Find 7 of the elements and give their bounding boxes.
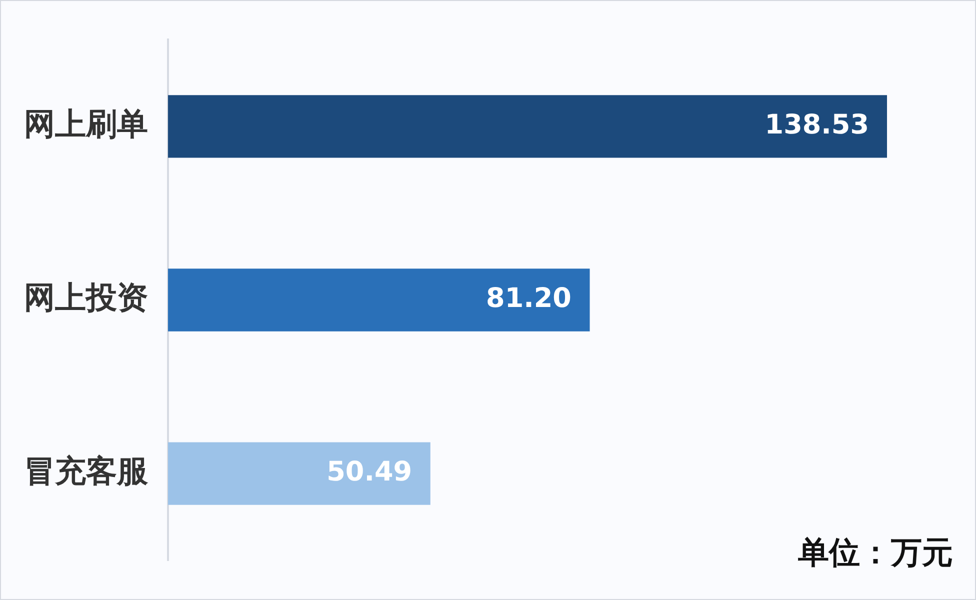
- data-label: 138.53: [764, 109, 869, 140]
- data-label: 81.20: [486, 283, 572, 314]
- y-tick-label: 网上投资: [24, 280, 148, 316]
- y-tick-label: 网上刷单: [24, 106, 148, 142]
- data-label: 50.49: [326, 456, 412, 488]
- annotation: 单位：万元: [797, 535, 953, 572]
- y-tick-label: 冒充客服: [24, 454, 149, 490]
